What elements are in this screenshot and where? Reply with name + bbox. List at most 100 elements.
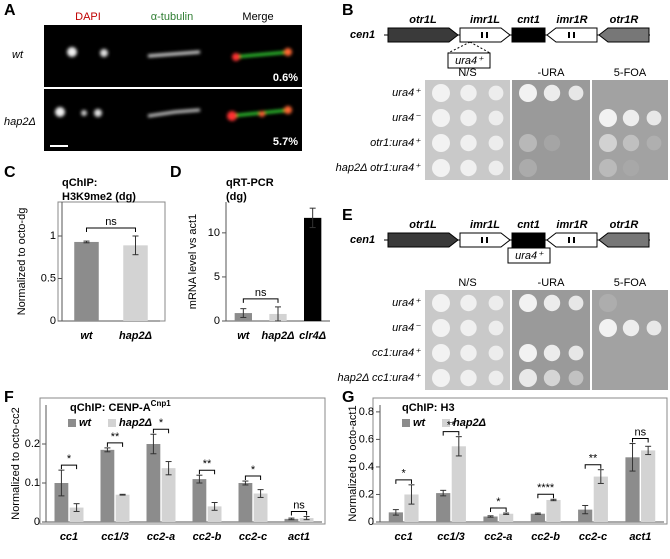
sig-bracket [106, 442, 124, 447]
sig-label: ** [203, 458, 212, 470]
micrograph [44, 89, 130, 151]
plot-frame [39, 397, 326, 525]
bar [192, 479, 207, 522]
yeast-spot [599, 294, 617, 312]
locus-element [459, 232, 511, 248]
bar [578, 509, 593, 522]
panel-letter: D [170, 164, 182, 181]
y-tick-label: 0.5 [41, 272, 56, 284]
chart-title: qRT-PCR [226, 177, 274, 189]
panel-letter: F [4, 389, 14, 406]
sig-label: * [67, 453, 72, 465]
legend-label: hap2Δ [453, 417, 486, 429]
chromosome-label: cen1 [350, 29, 375, 41]
yeast-spot [432, 134, 450, 152]
bar [304, 217, 322, 321]
yeast-spot [460, 134, 477, 152]
error-bar [119, 493, 126, 496]
sig-label: * [496, 496, 501, 508]
medium-label: N/S [458, 277, 476, 289]
strain-label: hap2Δ otr1:ura4⁺ [336, 162, 422, 174]
yeast-spot [460, 319, 477, 337]
error-bar [165, 461, 172, 476]
error-bar [455, 436, 462, 457]
yeast-spot [543, 369, 561, 387]
bar [530, 513, 545, 522]
yeast-spot [568, 370, 584, 386]
error-bar [392, 509, 399, 516]
chart-title: (dg) [226, 191, 247, 203]
locus-element [511, 27, 546, 43]
error-bar [440, 489, 447, 497]
sig-bracket [442, 431, 460, 436]
y-tick-label: 0.8 [359, 406, 374, 418]
error-bar [73, 503, 80, 512]
chart-title: qChIP: [62, 177, 97, 189]
insert-box [507, 247, 551, 264]
legend-label: wt [79, 417, 93, 429]
y-tick-label: 0.2 [359, 488, 374, 500]
yeast-spot [599, 109, 617, 127]
y-tick-label: 0.1 [25, 477, 40, 489]
element-label: otr1R [610, 14, 639, 26]
x-tick-label: cc1/3 [437, 531, 465, 543]
sig-bracket [152, 428, 170, 434]
bar [123, 245, 148, 321]
error-bar [309, 207, 316, 229]
y-tick-label: 0.4 [359, 461, 374, 473]
element-label: otr1L [409, 14, 437, 26]
bar [641, 450, 656, 522]
error-bar [150, 433, 157, 455]
x-tick-label: cc2-c [579, 531, 607, 543]
sig-bracket [490, 507, 507, 513]
y-tick-label: 0.2 [25, 438, 40, 450]
insert-guide [469, 41, 491, 54]
sig-bracket [86, 227, 136, 232]
yeast-spot [622, 109, 640, 127]
x-tick-label: act1 [288, 531, 310, 543]
yeast-spot [622, 319, 640, 337]
locus-element [387, 232, 459, 248]
sig-label: * [251, 464, 256, 476]
error-bar [550, 498, 557, 502]
error-bar [534, 512, 541, 515]
yeast-spot [543, 134, 561, 152]
element-label: otr1R [610, 219, 639, 231]
error-bar [582, 504, 589, 515]
chart-title-main: qChIP: H3 [402, 402, 455, 414]
yeast-spot [460, 84, 477, 102]
yeast-spot [646, 135, 662, 151]
element-label: imr1R [556, 14, 587, 26]
sig-label: **** [537, 482, 555, 494]
yeast-spot [460, 369, 477, 387]
y-tick-label: 0 [50, 315, 56, 327]
locus-element [598, 232, 650, 248]
bar [146, 444, 161, 522]
yeast-spot [432, 109, 450, 127]
medium-label: 5-FOA [614, 277, 647, 289]
yeast-spot [622, 159, 640, 177]
locus-element [598, 27, 650, 43]
yeast-spot [488, 320, 504, 336]
bar [284, 518, 299, 522]
repeat-mark [486, 32, 488, 38]
chromosome-label: cen1 [350, 234, 375, 246]
x-tick-label: cc1/3 [101, 531, 129, 543]
x-tick-label: wt [237, 330, 251, 342]
plot-frame [372, 397, 668, 525]
sig-bracket [242, 298, 279, 303]
yeast-spot [432, 159, 450, 177]
yeast-spot [488, 85, 504, 101]
error-bar [288, 517, 295, 521]
chart-title-sup: Cnp1 [151, 399, 172, 408]
yeast-spot [460, 109, 477, 127]
yeast-spot [519, 344, 537, 362]
medium-label: N/S [458, 67, 476, 79]
y-axis-label: Normalized to octo-dg [16, 208, 28, 316]
bar [100, 449, 115, 522]
yeast-spot [488, 370, 504, 386]
yeast-spot [488, 110, 504, 126]
repeat-mark [481, 32, 483, 38]
yeast-spot [488, 160, 504, 176]
element-label: cnt1 [517, 14, 540, 26]
